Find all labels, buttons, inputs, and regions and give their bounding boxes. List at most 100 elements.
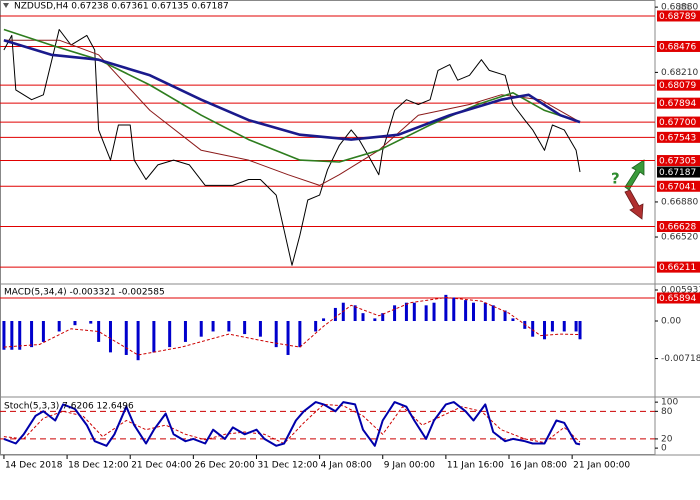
x-tick-label: 18 Dec 12:00	[68, 461, 129, 471]
histogram-bar	[578, 321, 582, 340]
y-tick-label: 100	[661, 398, 678, 408]
level-label: 0.68476	[659, 42, 696, 52]
forecast-arrows: ?	[611, 159, 645, 220]
histogram-bar	[432, 302, 436, 322]
histogram-bar	[183, 321, 187, 342]
level-label-box	[657, 10, 700, 22]
plot-frame	[0, 0, 656, 455]
x-tick-label: 31 Dec 12:00	[257, 461, 318, 471]
histogram-bar	[2, 321, 6, 350]
level-label-box	[657, 292, 700, 304]
histogram-bar	[124, 321, 128, 355]
x-tick-label: 16 Jan 08:00	[510, 461, 567, 471]
series-line	[3, 39, 581, 186]
histogram-bar	[108, 321, 112, 353]
level-label: 0.68789	[659, 12, 696, 22]
y-tick-label: 0.005931	[661, 286, 700, 296]
level-label: 0.66211	[659, 263, 696, 273]
histogram-bar	[41, 321, 45, 342]
y-tick-label: 0.66880	[661, 197, 698, 207]
level-label: 0.65894	[659, 294, 696, 304]
histogram-bar	[531, 321, 535, 337]
histogram-bar	[89, 321, 93, 324]
histogram-bar	[10, 321, 14, 350]
y-tick-label: 0.68880	[661, 3, 698, 13]
histogram-bar	[404, 302, 408, 322]
series-line	[3, 403, 581, 444]
level-label: 0.67305	[659, 157, 696, 167]
x-tick-label: 21 Jan 00:00	[573, 461, 630, 471]
level-label: 0.67894	[659, 99, 696, 109]
y-tick-label: 20	[661, 434, 673, 444]
level-label: 0.66628	[659, 223, 696, 233]
histogram-bar	[168, 321, 172, 348]
histogram-bar	[511, 318, 515, 322]
histogram-bar	[298, 321, 302, 348]
histogram-bar	[412, 302, 416, 322]
y-tick-label: 0.68210	[661, 68, 698, 78]
histogram-bar	[333, 307, 337, 322]
menu-icon	[3, 3, 9, 8]
histogram-bar	[491, 305, 495, 322]
series-line	[3, 29, 581, 266]
x-tick-label: 11 Jan 16:00	[447, 461, 504, 471]
y-tick-label: 0.66520	[661, 233, 698, 243]
level-label-box	[657, 261, 700, 273]
histogram-bar	[353, 305, 357, 322]
histogram-bar	[243, 321, 247, 335]
histogram-bar	[211, 321, 215, 332]
histogram-bar	[199, 321, 203, 337]
histogram-bar	[543, 321, 547, 340]
histogram-bar	[322, 318, 326, 322]
level-label-box	[657, 97, 700, 109]
histogram-bar	[152, 321, 156, 353]
level-label-box	[657, 40, 700, 52]
x-tick-label: 9 Jan 00:00	[384, 461, 436, 471]
histogram-bar	[314, 321, 318, 332]
histogram-bar	[444, 294, 448, 322]
x-tick-label: 14 Dec 2018	[5, 461, 63, 471]
histogram-bar	[227, 321, 231, 332]
histogram-bar	[464, 300, 468, 322]
level-label-box	[657, 221, 700, 232]
question-mark: ?	[611, 170, 620, 188]
level-label-box	[657, 131, 700, 143]
series-line	[3, 297, 581, 356]
histogram-bar	[97, 321, 101, 342]
histogram-bar	[373, 318, 377, 322]
y-tick-label: 0.00	[661, 317, 681, 327]
x-tick-label: 4 Jan 08:00	[321, 461, 373, 471]
level-label: 0.68079	[659, 81, 696, 91]
level-label-box	[657, 79, 700, 91]
histogram-bar	[18, 321, 22, 350]
panel-title: NZDUSD,H4 0.67238 0.67361 0.67135 0.6718…	[14, 2, 229, 12]
level-label-box	[657, 180, 700, 192]
histogram-bar	[73, 321, 77, 326]
histogram-bar	[424, 305, 428, 322]
histogram-bar	[30, 321, 34, 348]
histogram-bar	[550, 321, 554, 332]
level-label: 0.67700	[659, 118, 696, 128]
histogram-bar	[562, 321, 566, 332]
histogram-bar	[258, 321, 262, 337]
level-label-box	[657, 116, 700, 128]
series-line	[3, 38, 581, 141]
histogram-bar	[471, 302, 475, 322]
histogram-bar	[361, 313, 365, 322]
histogram-bar	[136, 321, 140, 361]
histogram-bar	[381, 313, 385, 322]
histogram-bar	[393, 305, 397, 322]
level-label: 0.67543	[659, 133, 696, 143]
x-tick-label: 21 Dec 04:00	[131, 461, 192, 471]
histogram-bar	[286, 321, 290, 355]
level-label-box	[657, 155, 700, 167]
x-tick-label: 26 Dec 20:00	[194, 461, 255, 471]
y-tick-label: -0.007188	[661, 354, 700, 364]
histogram-bar	[452, 297, 456, 322]
series-line	[3, 28, 581, 163]
last-price-box	[657, 166, 700, 178]
histogram-bar	[503, 310, 507, 322]
y-tick-label: 80	[661, 407, 673, 417]
panel-title: Stoch(5,3,3) 7.6206 12.6496	[4, 402, 134, 412]
